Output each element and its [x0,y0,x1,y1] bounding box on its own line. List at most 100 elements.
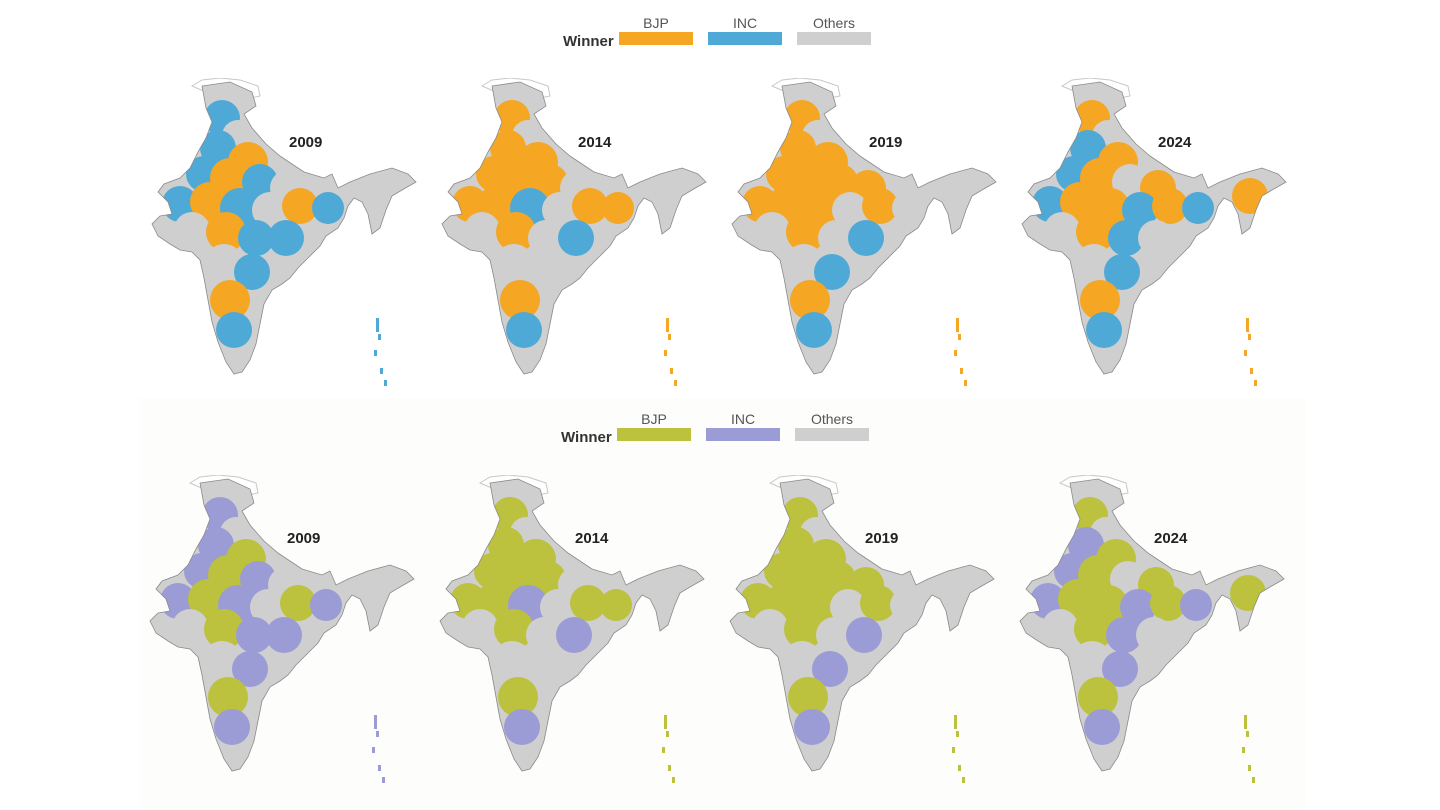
island-mark [380,368,383,374]
island-mark [1252,777,1255,783]
legend-item-inc: INC [706,410,780,441]
region-inc [1086,312,1122,348]
region-others [464,212,500,248]
island-mark [666,731,669,737]
region-others [524,254,560,290]
region-bjp [602,192,634,224]
island-mark [664,350,667,356]
region-inc [1084,709,1120,745]
region-others [492,641,532,681]
region-bjp [788,677,828,717]
legend-item-bjp: BJP [619,14,693,45]
year-label: 2019 [865,530,899,547]
island-mark [374,350,377,356]
region-bjp [768,579,808,619]
island-mark [1248,334,1251,340]
island-mark [674,380,677,386]
region-others [782,641,822,681]
island-mark [378,765,381,771]
india-map [428,475,708,785]
india-map [140,78,420,388]
region-inc [238,220,274,256]
legend-swatch [708,32,782,45]
region-others [1138,220,1174,256]
region-bjp [1074,609,1114,649]
region-inc [266,617,302,653]
country-outline [441,81,707,375]
region-inc [814,254,850,290]
region-inc [216,312,252,348]
region-others [1136,617,1172,653]
island-mark [1246,731,1249,737]
region-others [830,589,866,625]
region-others [204,244,244,284]
region-inc [1122,192,1158,228]
legend-swatch [797,32,871,45]
country-outline [151,81,417,375]
region-others [892,192,924,224]
island-mark [1248,765,1251,771]
country-outline [729,478,995,772]
region-others [832,192,868,228]
region-others [494,244,534,284]
legend-label: INC [730,411,756,427]
island-mark [1246,318,1249,332]
region-bjp [532,164,568,200]
legend-title: Winner [561,429,612,446]
region-others [174,212,210,248]
island-mark [956,318,959,332]
region-others [1044,212,1080,248]
legend-label: Others [812,15,855,31]
region-bjp [600,589,632,621]
region-others [818,220,854,256]
region-others [1072,641,1112,681]
region-inc [504,709,540,745]
region-inc [1106,617,1142,653]
region-inc [240,561,276,597]
legend-item-inc: INC [708,14,782,45]
region-bjp [862,188,898,224]
region-inc [1180,589,1212,621]
island-mark [378,334,381,340]
region-others [752,609,788,645]
top-panel: Winner BJP INC Others 2009 2014 2019 202… [0,0,1440,400]
region-others [784,244,824,284]
country-outline [1021,81,1287,375]
country-outline [1019,478,1285,772]
region-inc [846,617,882,653]
region-bjp [188,579,228,619]
region-inc [556,617,592,653]
region-others [522,651,558,687]
region-bjp [210,280,250,320]
region-bjp [480,182,520,222]
region-inc [1104,254,1140,290]
region-inc [796,312,832,348]
region-bjp [786,212,826,252]
india-map [1010,78,1290,388]
island-mark [1244,350,1247,356]
island-mark [958,765,961,771]
map-svg [729,475,995,783]
legend-swatch [795,428,869,441]
year-label: 2024 [1154,530,1188,547]
region-inc [234,254,270,290]
region-others [202,641,242,681]
region-bjp [860,585,896,621]
region-others [252,192,288,228]
legend-item-others: Others [797,14,871,45]
island-mark [1244,715,1247,729]
region-inc [1108,220,1144,256]
region-bjp [204,609,244,649]
year-label: 2014 [578,134,612,151]
region-bjp [770,182,810,222]
region-bjp [570,585,606,621]
region-others [1110,561,1146,597]
map-svg [439,475,705,783]
island-mark [1250,368,1253,374]
region-inc [310,589,342,621]
india-map [1008,475,1288,785]
region-others [1042,609,1078,645]
map-svg [1019,475,1285,783]
region-bjp [190,182,230,222]
region-inc [268,220,304,256]
